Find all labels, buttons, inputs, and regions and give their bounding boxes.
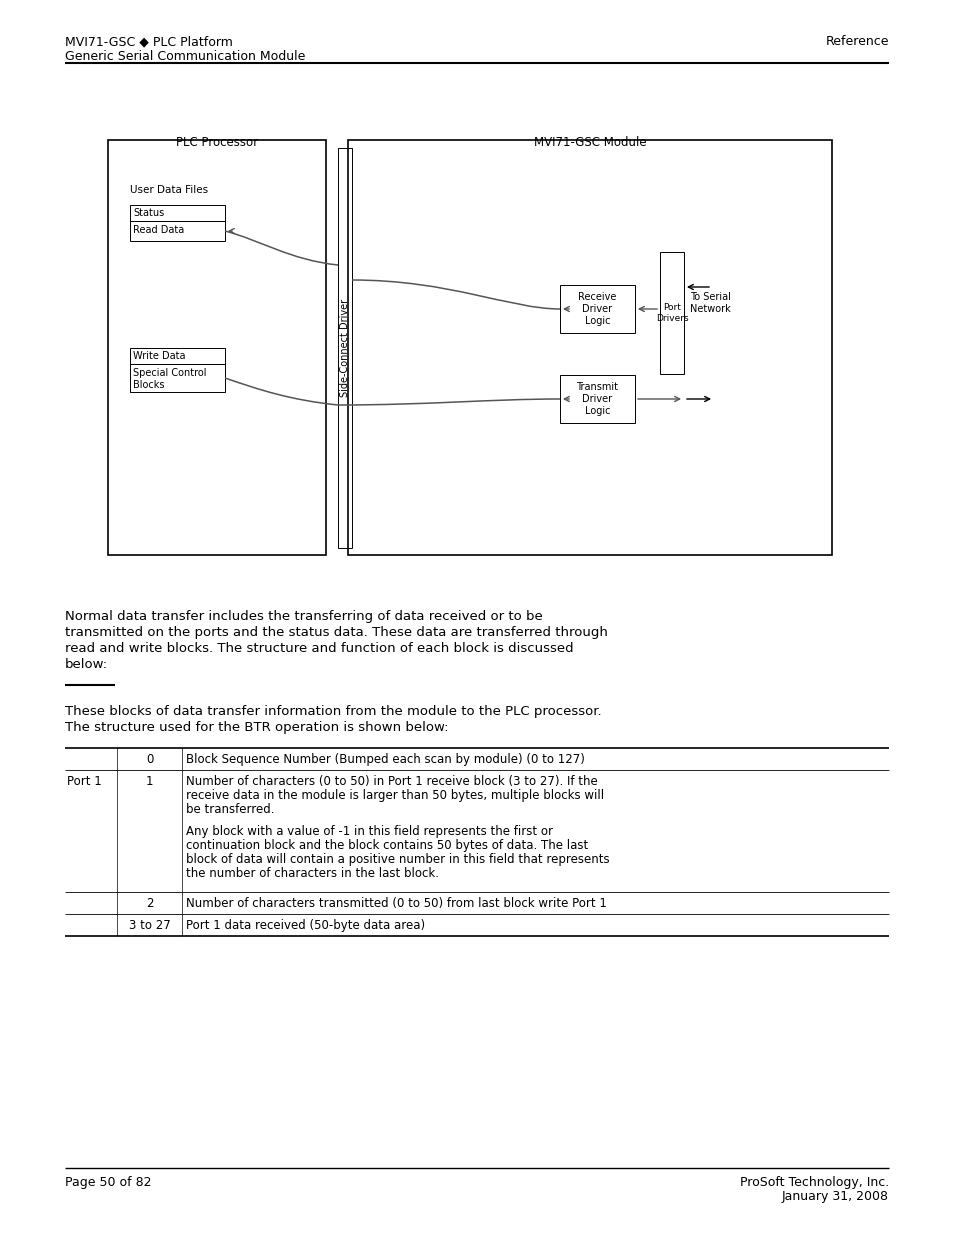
Text: receive data in the module is larger than 50 bytes, multiple blocks will: receive data in the module is larger tha… — [186, 789, 603, 802]
Text: Write Data: Write Data — [132, 351, 185, 361]
Text: read and write blocks. The structure and function of each block is discussed: read and write blocks. The structure and… — [65, 642, 573, 655]
Text: Generic Serial Communication Module: Generic Serial Communication Module — [65, 49, 305, 63]
Text: Number of characters transmitted (0 to 50) from last block write Port 1: Number of characters transmitted (0 to 5… — [186, 897, 606, 910]
Text: MVI71-GSC Module: MVI71-GSC Module — [533, 136, 645, 149]
Text: 2: 2 — [146, 897, 153, 910]
Text: ProSoft Technology, Inc.: ProSoft Technology, Inc. — [739, 1176, 888, 1189]
Text: Transmit
Driver
Logic: Transmit Driver Logic — [576, 382, 618, 416]
Text: 1: 1 — [146, 776, 153, 788]
Text: Page 50 of 82: Page 50 of 82 — [65, 1176, 152, 1189]
Text: Receive
Driver
Logic: Receive Driver Logic — [578, 291, 616, 326]
Text: Read Data: Read Data — [132, 225, 184, 235]
Bar — [559, 285, 635, 333]
Bar — [659, 252, 683, 374]
Text: be transferred.: be transferred. — [186, 803, 274, 816]
Bar — [348, 140, 831, 555]
Bar — [337, 148, 352, 548]
Text: PLC Processor: PLC Processor — [175, 136, 258, 149]
Text: Any block with a value of -1 in this field represents the first or: Any block with a value of -1 in this fie… — [186, 825, 553, 839]
Text: Reference: Reference — [824, 35, 888, 48]
Text: Port 1: Port 1 — [67, 776, 102, 788]
Text: The structure used for the BTR operation is shown below:: The structure used for the BTR operation… — [65, 721, 448, 734]
Text: 3 to 27: 3 to 27 — [129, 919, 171, 932]
Text: transmitted on the ports and the status data. These data are transferred through: transmitted on the ports and the status … — [65, 626, 607, 638]
Text: Status: Status — [132, 207, 164, 219]
Bar — [108, 140, 326, 555]
Bar — [130, 205, 225, 221]
Text: continuation block and the block contains 50 bytes of data. The last: continuation block and the block contain… — [186, 839, 588, 852]
Text: Port 1 data received (50-byte data area): Port 1 data received (50-byte data area) — [186, 919, 425, 932]
Bar — [559, 375, 635, 424]
Text: User Data Files: User Data Files — [130, 185, 208, 195]
Text: Port
Drivers: Port Drivers — [655, 303, 688, 324]
Text: 0: 0 — [146, 753, 153, 766]
Text: Normal data transfer includes the transferring of data received or to be: Normal data transfer includes the transf… — [65, 610, 542, 622]
Text: Block Sequence Number (Bumped each scan by module) (0 to 127): Block Sequence Number (Bumped each scan … — [186, 753, 584, 766]
Text: These blocks of data transfer information from the module to the PLC processor.: These blocks of data transfer informatio… — [65, 705, 601, 718]
Text: MVI71-GSC ◆ PLC Platform: MVI71-GSC ◆ PLC Platform — [65, 35, 233, 48]
Text: January 31, 2008: January 31, 2008 — [781, 1191, 888, 1203]
Text: Side-Connect Driver: Side-Connect Driver — [339, 299, 350, 398]
Text: block of data will contain a positive number in this field that represents: block of data will contain a positive nu… — [186, 853, 609, 866]
Text: Number of characters (0 to 50) in Port 1 receive block (3 to 27). If the: Number of characters (0 to 50) in Port 1… — [186, 776, 598, 788]
Text: To Serial
Network: To Serial Network — [689, 291, 730, 314]
Text: below:: below: — [65, 658, 108, 671]
Bar — [130, 221, 225, 241]
Bar — [130, 348, 225, 364]
Text: Special Control
Blocks: Special Control Blocks — [132, 368, 206, 390]
Bar — [130, 364, 225, 391]
Text: the number of characters in the last block.: the number of characters in the last blo… — [186, 867, 438, 881]
